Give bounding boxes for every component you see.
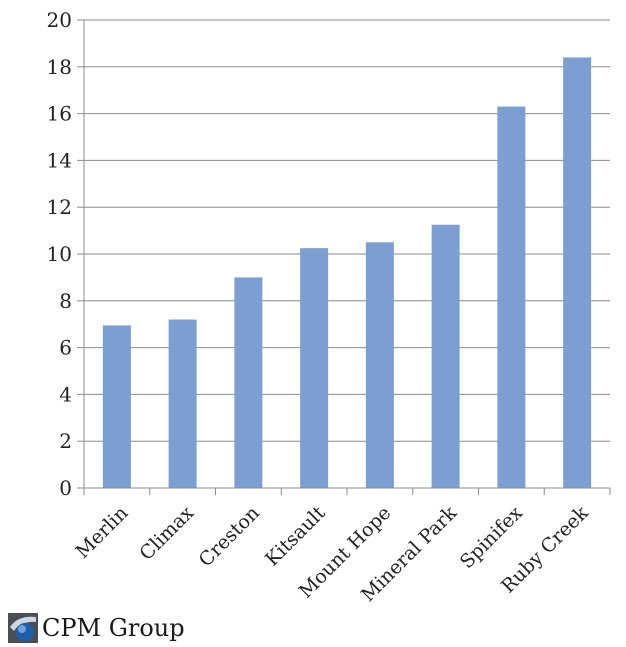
y-tick-label: 18 — [47, 55, 72, 79]
y-tick-label: 6 — [59, 336, 72, 360]
y-tick-label: 12 — [47, 195, 72, 219]
x-tick-label: Climax — [135, 502, 198, 565]
bar — [300, 248, 329, 488]
y-tick-label: 0 — [59, 476, 72, 500]
bar — [563, 57, 592, 488]
footer-text: CPM Group — [42, 614, 185, 642]
bar — [168, 319, 197, 488]
y-tick-label: 8 — [59, 289, 72, 313]
cpm-group-logo-icon — [8, 613, 38, 643]
gridlines — [77, 19, 611, 495]
bar — [102, 325, 131, 488]
y-tick-label: 10 — [47, 242, 72, 266]
y-tick-label: 4 — [59, 382, 72, 406]
footer: CPM Group — [8, 613, 185, 643]
bar — [365, 242, 394, 488]
bar — [497, 106, 526, 488]
bar-chart: 0 2 4 6 8 10 12 14 16 18 20 Merlin ClimaxCrestonKit… — [47, 8, 611, 607]
x-tick-label: Kitsault — [261, 502, 330, 571]
x-tick-label: Merlin — [71, 502, 132, 563]
y-tick-label: 20 — [47, 8, 72, 32]
y-tick-label: 2 — [59, 429, 72, 453]
axes — [83, 20, 610, 489]
bar — [234, 277, 263, 488]
bars — [102, 57, 592, 488]
y-tick-labels: 0 2 4 6 8 10 12 14 16 18 20 — [47, 8, 72, 500]
x-tick-label: Creston — [195, 502, 264, 571]
y-tick-label: 16 — [47, 102, 72, 126]
y-tick-label: 14 — [47, 148, 72, 172]
bar — [431, 224, 460, 488]
